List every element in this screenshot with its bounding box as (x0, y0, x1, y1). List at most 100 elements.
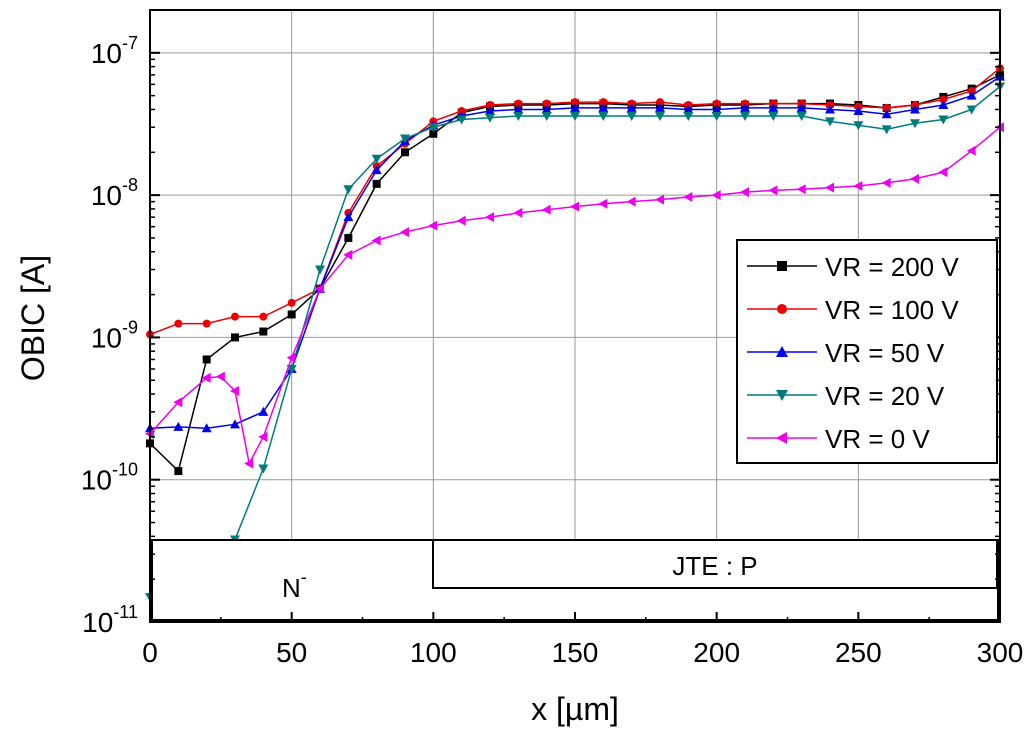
data-point (542, 99, 551, 108)
data-point (286, 352, 296, 363)
data-point (400, 227, 409, 238)
legend-entry: VR = 50 V (747, 338, 945, 368)
data-point (231, 333, 239, 342)
data-point (343, 185, 354, 195)
data-point (371, 165, 382, 175)
region-annotations: N- JTE : P (151, 539, 999, 621)
data-point (202, 355, 211, 364)
series-lines (145, 64, 1005, 602)
data-point (768, 102, 779, 112)
data-point (655, 194, 664, 205)
data-point (372, 179, 381, 188)
data-point (173, 397, 183, 408)
data-point (486, 100, 494, 109)
x-axis-title: x [µm] (531, 691, 619, 727)
data-point (711, 111, 722, 121)
axis-ticks: 0 50 100 150 200 250 300 10-11 10-10 10-9 10-8 10-7 (81, 33, 1024, 668)
data-point (711, 104, 722, 114)
data-point (966, 145, 976, 156)
data-point (258, 431, 268, 442)
data-point (599, 98, 608, 107)
y-axis-title: OBIC [A] (15, 255, 51, 381)
data-point (173, 421, 184, 431)
data-point (825, 182, 834, 193)
data-point (428, 123, 439, 133)
data-point (541, 204, 551, 215)
data-point (966, 105, 977, 115)
data-point (881, 109, 892, 119)
data-point (343, 212, 354, 222)
data-point (570, 111, 580, 121)
x-tick-label: 250 (835, 637, 882, 668)
data-point (258, 464, 269, 474)
data-point (371, 235, 381, 246)
data-point (939, 95, 948, 104)
series-4 (145, 122, 1004, 469)
data-point (456, 115, 467, 125)
data-point (776, 390, 788, 401)
data-point (881, 177, 891, 188)
data-point (456, 215, 466, 226)
data-point (853, 121, 864, 131)
data-point (626, 102, 637, 112)
data-point (966, 90, 977, 100)
data-point (287, 298, 296, 307)
data-point (777, 261, 787, 271)
data-point (796, 102, 807, 112)
data-point (570, 102, 580, 112)
data-point (485, 212, 494, 223)
data-point (853, 180, 863, 191)
data-point (777, 304, 787, 314)
legend: VR = 200 V VR = 100 V VR = 50 V VR = 20 V VR… (736, 239, 998, 464)
data-point (231, 312, 239, 321)
region-n-label: N- (282, 567, 307, 603)
legend-label: VR = 100 V (825, 295, 959, 325)
data-point (882, 103, 891, 112)
data-point (541, 111, 552, 121)
data-point (513, 111, 524, 121)
data-point (513, 207, 523, 218)
x-tick-label: 100 (410, 637, 457, 668)
data-point (371, 154, 382, 164)
data-point (683, 104, 694, 114)
data-point (259, 327, 268, 336)
data-point (938, 167, 948, 178)
y-tick-label: 10-7 (91, 33, 138, 69)
data-point (655, 111, 665, 121)
data-point (286, 364, 297, 374)
data-point (768, 111, 779, 121)
x-tick-label: 200 (693, 637, 740, 668)
series-3 (145, 82, 1005, 602)
data-point (230, 419, 240, 429)
data-point (230, 386, 239, 397)
legend-entry: VR = 0 V (747, 424, 930, 454)
data-point (853, 106, 864, 116)
data-point (626, 111, 637, 121)
data-point (683, 111, 694, 121)
data-point (571, 98, 579, 107)
data-point (570, 201, 579, 212)
x-tick-label: 150 (552, 637, 599, 668)
data-point (315, 283, 324, 294)
data-point (910, 173, 919, 184)
legend-label: VR = 200 V (825, 252, 959, 282)
data-point (910, 104, 920, 114)
data-point (258, 406, 269, 416)
data-point (598, 198, 608, 209)
data-point (740, 111, 750, 121)
data-point (626, 196, 636, 207)
data-point (712, 99, 721, 108)
y-tick-label: 10-11 (82, 602, 138, 638)
y-tick-label: 10-8 (91, 175, 138, 211)
data-point (215, 371, 225, 382)
data-point (541, 104, 552, 114)
data-point (740, 102, 750, 112)
x-tick-label: 50 (276, 637, 307, 668)
data-point (174, 319, 183, 328)
data-point (485, 106, 495, 116)
data-point (401, 148, 409, 157)
data-point (656, 98, 664, 107)
data-point (429, 129, 438, 138)
x-tick-label: 300 (977, 637, 1024, 668)
